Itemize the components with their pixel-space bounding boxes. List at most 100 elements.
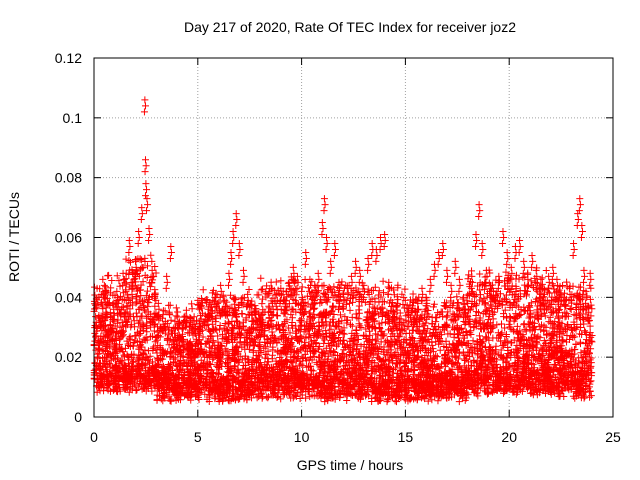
- scatter-point: [99, 275, 107, 283]
- scatter-point: [181, 312, 189, 320]
- scatter-point: [157, 356, 165, 364]
- y-tick-label: 0.1: [63, 110, 83, 126]
- scatter-point: [145, 371, 153, 379]
- scatter-point: [191, 320, 199, 328]
- scatter-point: [139, 278, 147, 286]
- scatter-point: [199, 333, 207, 341]
- scatter-point: [104, 381, 112, 389]
- scatter-point: [153, 336, 161, 344]
- scatter-point: [142, 387, 150, 395]
- scatter-point: [122, 288, 130, 296]
- scatter-point: [121, 344, 129, 352]
- y-tick-label: 0.02: [55, 349, 82, 365]
- scatter-point: [155, 361, 163, 369]
- scatter-point: [144, 347, 152, 355]
- scatter-point: [132, 386, 140, 394]
- x-tick-label: 5: [194, 429, 202, 445]
- x-tick-label: 10: [294, 429, 310, 445]
- scatter-point: [155, 316, 163, 324]
- scatter-point: [132, 309, 140, 317]
- scatter-point: [175, 319, 183, 327]
- scatter-point: [150, 310, 158, 318]
- scatter-point: [177, 361, 185, 369]
- scatter-point: [136, 330, 144, 338]
- scatter-point: [138, 264, 146, 272]
- scatter-point: [169, 337, 177, 345]
- x-tick-label: 25: [605, 429, 621, 445]
- scatter-point: [143, 314, 151, 322]
- scatter-point: [168, 341, 176, 349]
- scatter-point: [123, 321, 131, 329]
- scatter-point: [184, 344, 192, 352]
- scatter-point: [123, 383, 131, 391]
- scatter-point: [179, 346, 187, 354]
- scatter-point: [182, 306, 190, 314]
- scatter-point: [154, 372, 162, 380]
- scatter-point: [143, 262, 151, 270]
- y-tick-label: 0.12: [55, 50, 82, 66]
- scatter-point: [176, 383, 184, 391]
- scatter-point: [139, 297, 147, 305]
- scatter-point: [131, 332, 139, 340]
- scatter-point: [124, 291, 132, 299]
- scatter-point: [181, 370, 189, 378]
- scatter-point: [117, 357, 125, 365]
- x-axis-label: GPS time / hours: [297, 457, 404, 473]
- scatter-point: [91, 291, 99, 299]
- scatter-point: [124, 373, 132, 381]
- scatter-point: [180, 343, 188, 351]
- scatter-point: [138, 361, 146, 369]
- scatter-point: [110, 379, 118, 387]
- scatter-point: [188, 305, 196, 313]
- scatter-point: [125, 312, 133, 320]
- scatter-point: [184, 329, 192, 337]
- scatter-point: [150, 381, 158, 389]
- scatter-point: [139, 326, 147, 334]
- scatter-point: [102, 366, 110, 374]
- scatter-point: [150, 343, 158, 351]
- scatter-point: [174, 351, 182, 359]
- scatter-point: [141, 336, 149, 344]
- scatter-point: [159, 307, 167, 315]
- scatter-point: [123, 351, 131, 359]
- scatter-point: [147, 251, 155, 259]
- scatter-point: [136, 319, 144, 327]
- scatter-point: [163, 319, 171, 327]
- scatter-point: [159, 397, 167, 405]
- scatter-point: [146, 333, 154, 341]
- scatter-point: [188, 300, 196, 308]
- scatter-point: [106, 371, 114, 379]
- scatter-point: [165, 301, 173, 309]
- scatter-point: [114, 316, 122, 324]
- scatter-point: [97, 300, 105, 308]
- scatter-point: [151, 263, 159, 271]
- scatter-point: [171, 391, 179, 399]
- scatter-point: [92, 313, 100, 321]
- scatter-point: [110, 329, 118, 337]
- scatter-point: [137, 312, 145, 320]
- scatter-point: [99, 372, 107, 380]
- scatter-point: [126, 336, 134, 344]
- scatter-point: [131, 381, 139, 389]
- scatter-point: [151, 338, 159, 346]
- scatter-point: [146, 352, 154, 360]
- y-tick-label: 0.06: [55, 230, 82, 246]
- scatter-point: [183, 338, 191, 346]
- scatter-point: [135, 305, 143, 313]
- scatter-point: [110, 364, 118, 372]
- scatter-point: [160, 385, 168, 393]
- scatter-point: [188, 374, 196, 382]
- scatter-point: [169, 367, 177, 375]
- scatter-point: [186, 322, 194, 330]
- y-tick-label: 0.08: [55, 170, 82, 186]
- scatter-point: [106, 299, 114, 307]
- scatter-point: [121, 379, 129, 387]
- scatter-point: [91, 305, 99, 313]
- scatter-point: [155, 376, 163, 384]
- scatter-point: [105, 271, 113, 279]
- scatter-point: [150, 327, 158, 335]
- x-tick-label: 20: [501, 429, 517, 445]
- scatter-point: [147, 382, 155, 390]
- scatter-point: [115, 277, 123, 285]
